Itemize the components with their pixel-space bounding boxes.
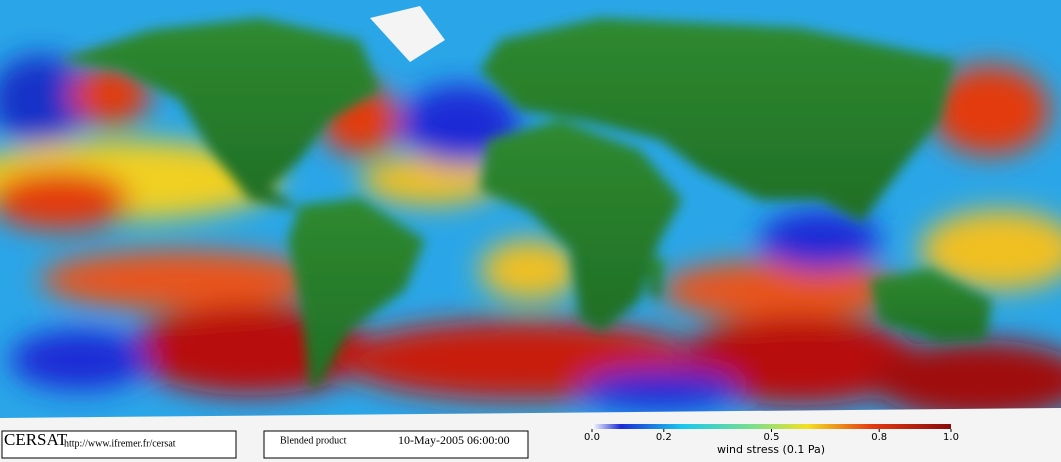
colorbar-tick-label: 1.0 [943,432,959,443]
url: http://www.ifremer.fr/cersat [64,438,176,449]
colorbar-tick-label: 0.0 [584,432,600,443]
product: Blended product [280,435,347,446]
colorbar-tick-label: 0.2 [656,432,672,443]
logo-box [1,430,237,459]
timestamp: 10-May-2005 06:00:00 [398,433,510,447]
colorbar-tick-label: 0.5 [764,432,780,443]
colorbar-tick-label: 0.8 [871,432,887,443]
colorbar [592,424,951,429]
product-box [263,430,529,459]
colorbar-label: wind stress (0.1 Pa) [717,443,825,456]
logo: CERSAT [4,430,68,449]
land [60,18,992,390]
